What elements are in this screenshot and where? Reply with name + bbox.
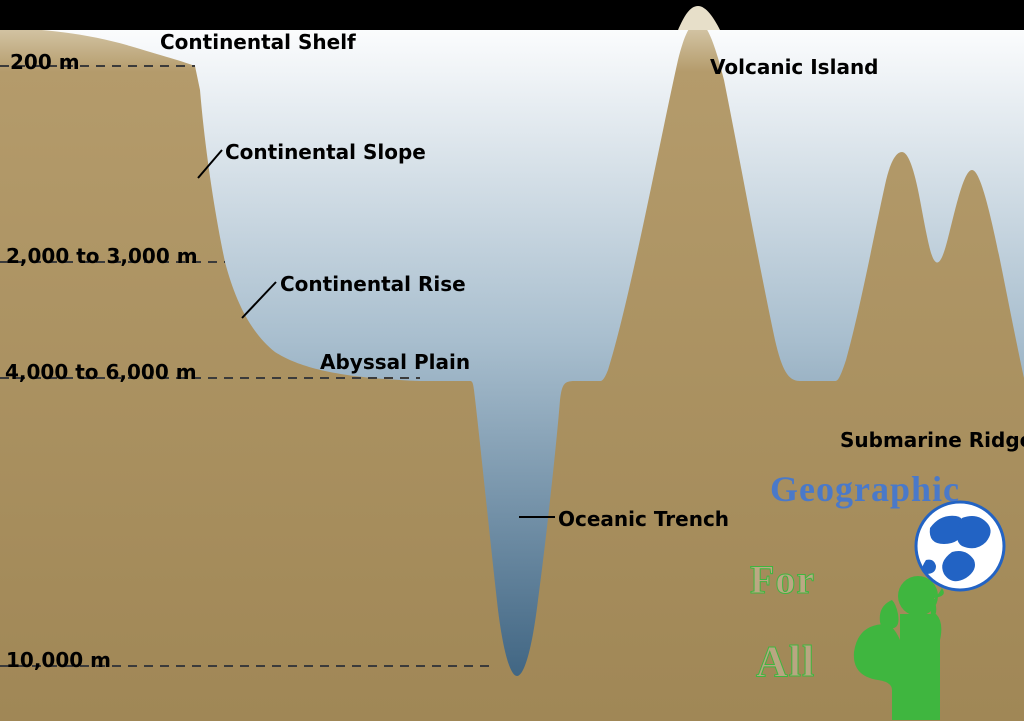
logo-text-all: All [756,636,815,687]
label-continental-shelf: Continental Shelf [160,30,356,54]
ocean-floor-diagram: 200 m 2,000 to 3,000 m 4,000 to 6,000 m … [0,0,1024,721]
depth-label-200m: 200 m [10,50,80,74]
sky-band [0,0,1024,30]
logo-text-for: For [750,556,815,603]
label-abyssal-plain: Abyssal Plain [320,350,470,374]
label-continental-slope: Continental Slope [225,140,426,164]
depth-label-2000-3000m: 2,000 to 3,000 m [6,244,198,268]
label-oceanic-trench: Oceanic Trench [558,507,729,531]
label-submarine-ridge: Submarine Ridge [840,428,1024,452]
label-volcanic-island: Volcanic Island [710,55,879,79]
logo-text-geographic: Geographic [770,468,960,510]
depth-label-4000-6000m: 4,000 to 6,000 m [5,360,197,384]
depth-label-10000m: 10,000 m [6,648,111,672]
label-continental-rise: Continental Rise [280,272,466,296]
